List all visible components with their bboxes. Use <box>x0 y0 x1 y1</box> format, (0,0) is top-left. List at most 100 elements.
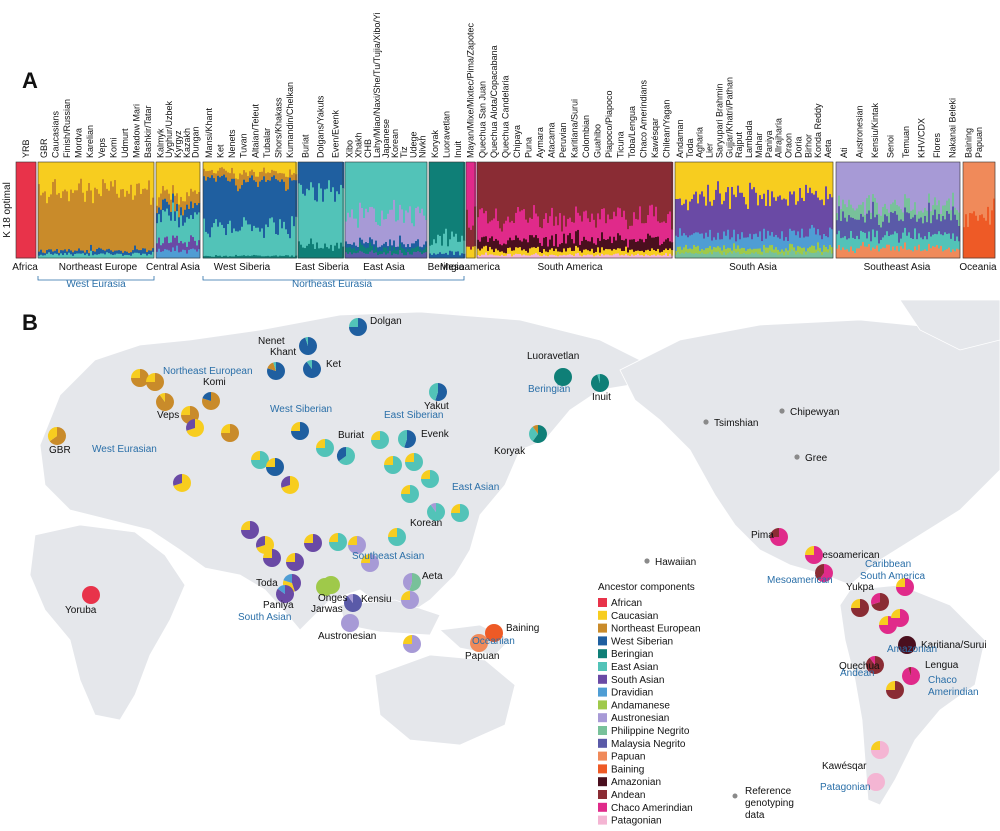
ancestry-segment <box>625 162 628 221</box>
ancestry-segment <box>975 215 978 259</box>
ancestry-segment <box>813 252 816 259</box>
ancestry-segment <box>979 215 982 259</box>
ancestry-segment <box>789 162 792 192</box>
ancestry-segment <box>563 215 566 235</box>
population-label: Allrajharia <box>774 118 784 158</box>
ancestry-segment <box>615 249 618 255</box>
population-label: Shors/Khakass <box>274 97 284 158</box>
population-label: Flores <box>932 132 942 158</box>
world-map: Ancestor componentsAfricanCaucasianNorth… <box>29 299 1000 827</box>
ancestry-segment <box>669 241 672 249</box>
ancestry-segment <box>637 241 640 251</box>
ancestry-segment <box>659 255 662 259</box>
ancestry-segment <box>587 241 590 251</box>
legend-swatch <box>598 623 607 633</box>
ancestry-segment <box>575 231 578 247</box>
ancestry-segment <box>918 211 921 220</box>
ancestry-segment <box>631 249 634 255</box>
ancestry-segment <box>46 203 49 251</box>
ancestry-segment <box>737 251 740 259</box>
pie-slice <box>286 553 295 562</box>
ancestry-segment <box>836 220 839 235</box>
ancestry-segment <box>850 230 853 247</box>
population-label: Puna <box>524 137 534 158</box>
pie-unlabeled <box>421 470 439 488</box>
ancestry-segment <box>289 238 292 258</box>
ancestry-segment <box>251 255 254 259</box>
ancestry-segment <box>807 248 810 252</box>
ancestry-segment <box>681 205 684 237</box>
ancestry-segment <box>703 196 706 239</box>
pie-slice <box>401 485 410 494</box>
pie-slice <box>430 503 436 512</box>
ancestry-segment <box>217 162 220 172</box>
ancestry-segment <box>184 201 187 211</box>
pie-slice <box>341 614 359 632</box>
region-label: Caribbean <box>865 559 911 570</box>
population-label: Austronesian <box>318 631 376 642</box>
population-label: Tuvan <box>239 133 249 158</box>
ancestry-segment <box>126 190 129 253</box>
ancestry-segment <box>739 239 742 250</box>
ancestry-segment <box>279 162 282 174</box>
ancestry-segment <box>227 180 230 225</box>
population-label: Nivkh <box>417 135 427 158</box>
ancestry-segment <box>697 232 700 247</box>
ancestry-segment <box>643 252 646 257</box>
ancestry-segment <box>235 185 238 232</box>
ancestry-segment <box>755 233 758 250</box>
panel-b: B Ancestor components African Caucasian Nor… <box>0 299 1000 827</box>
ancestry-segment <box>483 246 486 256</box>
ancestry-segment <box>497 240 500 251</box>
ancestry-segment <box>453 236 456 256</box>
ancestry-segment <box>58 162 61 194</box>
ancestry-segment <box>184 250 187 259</box>
ancestry-segment <box>779 254 782 259</box>
ancestry-segment <box>825 186 828 237</box>
ancestry-segment <box>431 254 434 259</box>
ancestry-segment <box>940 234 943 247</box>
ancestry-segment <box>854 162 857 211</box>
ancestry-segment <box>245 162 248 173</box>
group-bars-southeast-asia <box>836 162 961 259</box>
ancestry-segment <box>928 193 931 204</box>
ancestry-segment <box>561 255 564 259</box>
ancestry-segment <box>130 162 133 186</box>
ancestry-segment <box>445 252 448 259</box>
ancestry-segment <box>322 201 325 249</box>
ancestry-segment <box>888 212 891 224</box>
ancestry-segment <box>733 251 736 259</box>
ancestry-segment <box>635 250 638 256</box>
ancestry-segment <box>607 239 610 250</box>
ancestry-segment <box>805 184 808 237</box>
ancestry-segment <box>535 235 538 249</box>
pie-slice <box>263 549 272 558</box>
region-label: Beringia <box>428 262 465 273</box>
ancestry-segment <box>910 237 913 251</box>
ancestry-segment <box>611 250 614 256</box>
population-label: Evenk <box>421 429 450 440</box>
legend-swatch <box>598 815 607 825</box>
ancestry-segment <box>521 250 524 256</box>
ancestry-segment <box>611 243 614 251</box>
ancestry-segment <box>361 239 364 246</box>
ancestry-segment <box>285 255 288 259</box>
ancestry-segment <box>172 185 175 194</box>
ancestry-segment <box>164 162 167 191</box>
ancestry-segment <box>852 250 855 259</box>
ancestry-segment <box>395 246 398 251</box>
ancestry-segment <box>894 199 897 212</box>
ancestry-segment <box>886 162 889 210</box>
ancestry-segment <box>196 162 199 195</box>
ancestry-segment <box>763 244 766 251</box>
ancestry-segment <box>277 256 280 259</box>
ancestry-segment <box>160 209 163 223</box>
ancestry-segment <box>713 247 716 252</box>
ancestry-segment <box>813 227 816 247</box>
ancestry-segment <box>100 162 103 197</box>
ancestry-segment <box>495 255 498 259</box>
ancestry-segment <box>466 162 469 211</box>
ancestry-segment <box>437 253 440 259</box>
ancestry-segment <box>926 239 929 252</box>
group-bars-west-siberia <box>203 162 298 259</box>
